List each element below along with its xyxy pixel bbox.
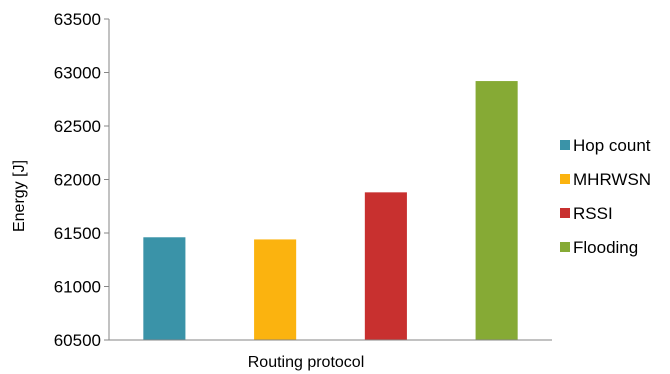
legend-label: MHRWSN xyxy=(573,170,651,189)
bar-rssi xyxy=(364,192,407,340)
y-tick-label: 62000 xyxy=(54,171,101,190)
y-tick-label: 63500 xyxy=(54,10,101,29)
y-tick-label: 61500 xyxy=(54,224,101,243)
legend-label: RSSI xyxy=(573,204,613,223)
y-axis-title: Energy [J] xyxy=(11,160,28,232)
legend-swatch xyxy=(560,140,570,150)
bars xyxy=(143,81,518,340)
bar-mhrwsn xyxy=(254,239,297,340)
legend-label: Hop count xyxy=(573,136,651,155)
x-axis-title: Routing protocol xyxy=(248,354,365,371)
legend-swatch xyxy=(560,242,570,252)
legend-swatch xyxy=(560,174,570,184)
bar-flooding xyxy=(475,81,518,340)
bar-hop-count xyxy=(143,237,186,340)
y-tick-label: 61000 xyxy=(54,278,101,297)
y-tick-label: 60500 xyxy=(54,331,101,350)
legend-swatch xyxy=(560,208,570,218)
y-tick-label: 62500 xyxy=(54,117,101,136)
legend-label: Flooding xyxy=(573,238,638,257)
y-tick-label: 63000 xyxy=(54,64,101,83)
y-axis-ticks: 60500 61000 61500 62000 62500 63000 63500 xyxy=(54,10,109,350)
legend: Hop count MHRWSN RSSI Flooding xyxy=(560,136,651,257)
